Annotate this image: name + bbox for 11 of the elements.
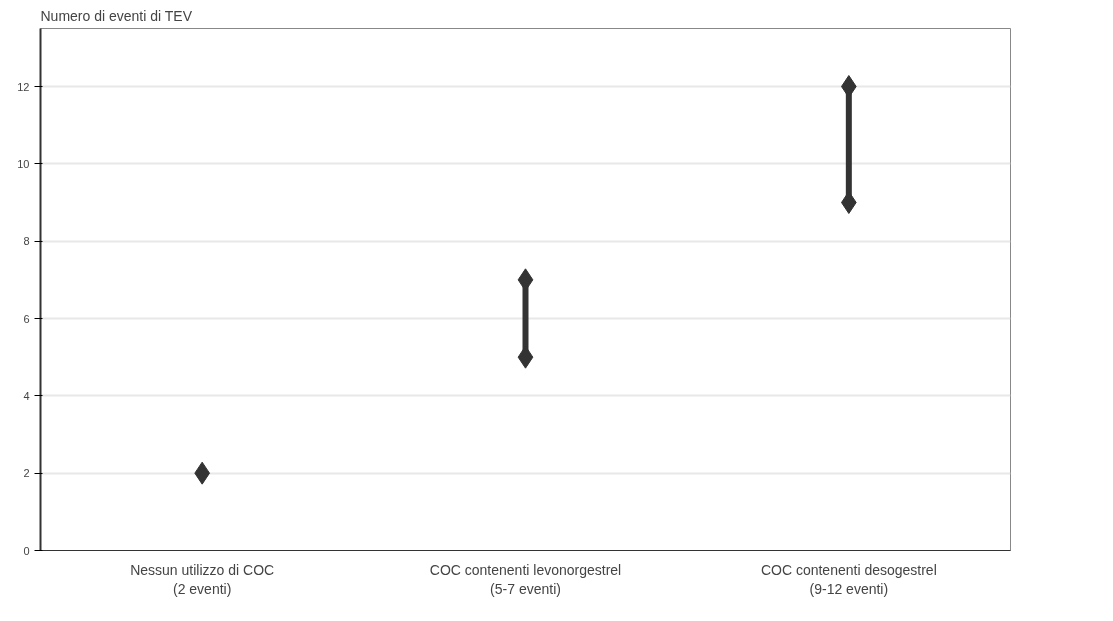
y-tick-label: 6 (23, 312, 30, 325)
y-tick-label: 12 (17, 80, 30, 93)
y-tick-label: 4 (23, 389, 30, 402)
x-tick-label: COC contenenti levonorgestrel (5-7 eventi) (429, 561, 622, 597)
x-tick-label: COC contenenti desogestrel (9-12 eventi) (760, 561, 937, 597)
y-tick-label: 8 (23, 235, 30, 248)
y-axis-title: Numero di eventi di TEV (40, 7, 193, 24)
x-tick-label: Nessun utilizzo di COC (2 eventi) (130, 561, 275, 597)
y-tick-label: 2 (23, 467, 30, 480)
y-tick-label: 10 (17, 157, 30, 170)
y-tick-label: 0 (23, 544, 30, 557)
